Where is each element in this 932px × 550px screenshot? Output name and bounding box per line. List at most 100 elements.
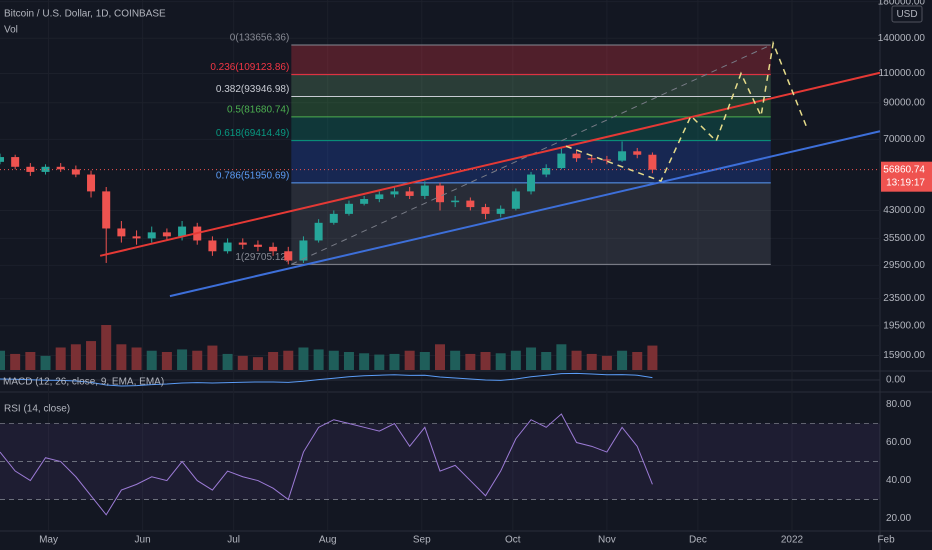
volume-bar	[359, 353, 370, 370]
volume-bar	[343, 352, 354, 370]
volume-bar	[252, 357, 263, 370]
y-tick-label: 23500.00	[883, 293, 925, 304]
chart-title: Bitcoin / U.S. Dollar, 1D, COINBASE	[4, 9, 166, 20]
x-tick-label: 2022	[781, 535, 804, 546]
fib-zone	[291, 45, 771, 75]
x-tick-label: May	[39, 535, 58, 546]
fib-zone	[291, 182, 771, 265]
candle-body	[618, 151, 627, 161]
volume-bar	[40, 355, 51, 370]
volume-bar	[0, 350, 5, 370]
rsi-tick-label: 40.00	[886, 475, 911, 486]
fib-label: 0.382(93946.98)	[216, 84, 289, 95]
candle-body	[481, 207, 490, 214]
trend-line	[99, 71, 881, 257]
candle-body	[542, 168, 551, 175]
candle-body	[557, 153, 566, 169]
x-tick-label: Dec	[689, 535, 707, 546]
candle-body	[405, 191, 414, 196]
volume-bar	[541, 352, 552, 370]
x-tick-label: Aug	[319, 535, 337, 546]
y-tick-label: 180000.00	[878, 0, 926, 7]
volume-bar	[268, 352, 279, 370]
candle-body	[648, 154, 657, 170]
volume-bar	[283, 350, 294, 370]
candle-body	[117, 228, 126, 237]
fib-label: 1(29705.12)	[235, 252, 289, 263]
fib-label: 0.5(81680.74)	[227, 104, 289, 115]
volume-bar	[374, 354, 385, 370]
volume-bar	[237, 355, 248, 370]
x-tick-label: Sep	[413, 535, 431, 546]
volume-bar	[586, 353, 597, 370]
y-tick-label: 35500.00	[883, 233, 925, 244]
volume-bar	[480, 352, 491, 370]
rsi-line	[0, 413, 653, 516]
y-tick-label: 29500.00	[883, 260, 925, 271]
x-tick-label: Feb	[877, 535, 895, 546]
candle-body	[329, 213, 338, 223]
candle-body	[344, 203, 353, 214]
volume-bar	[313, 349, 324, 370]
candle-body	[0, 157, 4, 162]
trend-line	[565, 40, 807, 182]
currency-box[interactable]	[891, 5, 923, 23]
rsi-tick-label: 80.00	[886, 399, 911, 410]
candle-body	[253, 244, 262, 247]
volume-bar	[131, 347, 142, 370]
volume-bar	[146, 350, 157, 370]
volume-bar	[101, 325, 112, 370]
candle-body	[572, 153, 581, 159]
x-tick-label: Oct	[505, 535, 521, 546]
y-tick-label: 140000.00	[878, 33, 926, 44]
volume-bar	[601, 355, 612, 370]
volume-bar	[70, 344, 81, 370]
volume-bar	[556, 344, 567, 370]
candle-body	[466, 200, 475, 208]
volume-bar	[465, 353, 476, 370]
fib-label: 0.786(51950.69)	[216, 170, 289, 181]
candle-body	[41, 166, 50, 172]
rsi-tick-label: 20.00	[886, 513, 911, 524]
last-price-label: 56860.74	[883, 164, 925, 175]
currency-label[interactable]: USD	[896, 9, 917, 20]
volume-bar	[192, 350, 203, 370]
last-price-box	[881, 161, 932, 192]
fib-label: 0.236(109123.86)	[210, 62, 289, 73]
x-tick-label: Jun	[135, 535, 151, 546]
volume-bar	[55, 347, 66, 370]
candle-body	[602, 159, 611, 161]
y-tick-label: 110000.00	[878, 68, 925, 79]
candle-body	[178, 226, 187, 237]
y-tick-label: 19500.00	[883, 320, 925, 331]
trend-line	[169, 130, 881, 298]
volume-bar	[435, 344, 445, 370]
countdown: 13:19:17	[886, 177, 925, 188]
candle-body	[587, 158, 596, 160]
rsi-tick-label: 60.00	[886, 437, 911, 448]
volume-bar	[207, 345, 218, 370]
fib-zone	[291, 96, 771, 117]
candle-body	[633, 151, 642, 155]
macd-line	[0, 372, 653, 387]
candle-body	[71, 169, 80, 175]
candle-body	[162, 232, 171, 237]
volume-bar	[495, 353, 506, 370]
candle-body	[26, 166, 35, 172]
candle-body	[314, 222, 323, 241]
fib-label: 0.618(69414.49)	[216, 128, 289, 139]
candle-body	[390, 191, 399, 195]
volume-bar	[25, 352, 36, 370]
volume-bar	[10, 353, 21, 370]
volume-bar	[510, 350, 521, 370]
rsi-title: RSI (14, close)	[4, 404, 70, 415]
candle-body	[299, 240, 308, 261]
volume-bar	[177, 349, 188, 370]
macd-tick-label: 0.00	[886, 375, 906, 386]
y-tick-label: 43000.00	[883, 205, 925, 216]
volume-bar	[116, 344, 127, 370]
fib-zone	[291, 116, 771, 141]
